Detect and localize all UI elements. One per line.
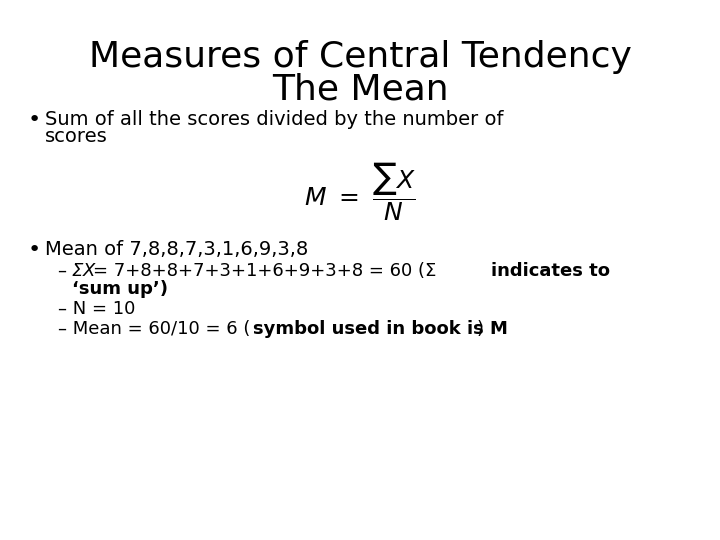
Text: Σ: Σ [72, 262, 84, 280]
Text: scores: scores [45, 127, 108, 146]
Text: – N = 10: – N = 10 [58, 300, 135, 318]
Text: •: • [28, 110, 41, 130]
Text: symbol used in book is M: symbol used in book is M [253, 320, 508, 338]
Text: X: X [83, 262, 95, 280]
Text: •: • [28, 240, 41, 260]
Text: The Mean: The Mean [271, 72, 449, 106]
Text: Mean of 7,8,8,7,3,1,6,9,3,8: Mean of 7,8,8,7,3,1,6,9,3,8 [45, 240, 308, 259]
Text: $M \ = \ \dfrac{\sum X}{N}$: $M \ = \ \dfrac{\sum X}{N}$ [304, 160, 416, 223]
Text: – Mean = 60/10 = 6 (: – Mean = 60/10 = 6 ( [58, 320, 251, 338]
Text: Measures of Central Tendency: Measures of Central Tendency [89, 40, 631, 74]
Text: Sum of all the scores divided by the number of: Sum of all the scores divided by the num… [45, 110, 503, 129]
Text: indicates to: indicates to [491, 262, 610, 280]
Text: –: – [58, 262, 73, 280]
Text: ‘sum up’): ‘sum up’) [72, 280, 168, 298]
Text: ): ) [477, 320, 484, 338]
Text: = 7+8+8+7+3+1+6+9+3+8 = 60 (Σ: = 7+8+8+7+3+1+6+9+3+8 = 60 (Σ [93, 262, 442, 280]
